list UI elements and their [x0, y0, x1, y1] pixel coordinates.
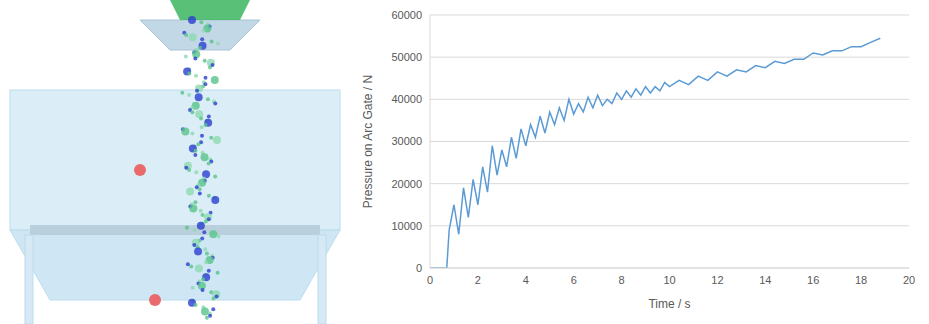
svg-text:50000: 50000	[391, 51, 422, 63]
svg-text:4: 4	[523, 274, 529, 286]
svg-text:16: 16	[807, 274, 819, 286]
svg-text:18: 18	[855, 274, 867, 286]
svg-text:Time / s: Time / s	[648, 297, 690, 311]
svg-text:12: 12	[711, 274, 723, 286]
svg-text:Pressure on Arc Gate / N: Pressure on Arc Gate / N	[361, 75, 375, 208]
svg-text:60000: 60000	[391, 9, 422, 21]
svg-text:10: 10	[663, 274, 675, 286]
svg-text:40000: 40000	[391, 93, 422, 105]
svg-text:14: 14	[759, 274, 771, 286]
svg-text:10000: 10000	[391, 220, 422, 232]
svg-text:8: 8	[619, 274, 625, 286]
svg-text:0: 0	[427, 274, 433, 286]
svg-text:2: 2	[475, 274, 481, 286]
svg-text:0: 0	[416, 262, 422, 274]
svg-text:20000: 20000	[391, 178, 422, 190]
svg-text:30000: 30000	[391, 135, 422, 147]
svg-text:20: 20	[903, 274, 915, 286]
svg-text:6: 6	[571, 274, 577, 286]
